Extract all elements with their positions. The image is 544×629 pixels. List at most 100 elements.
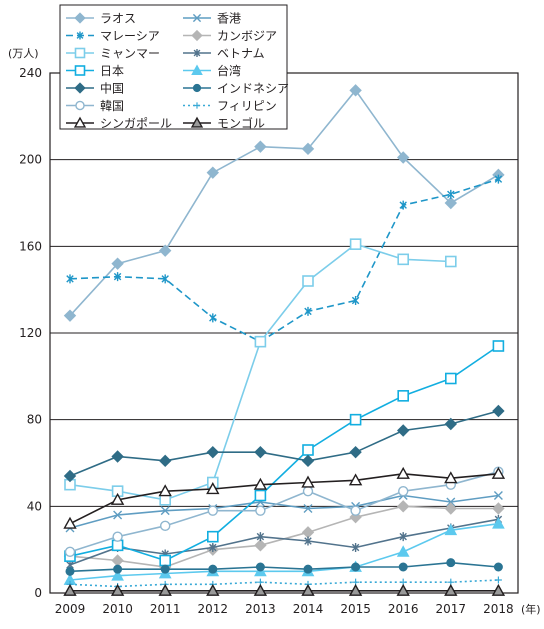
data-point (256, 532, 265, 542)
legend-item: インドネシア (183, 82, 289, 96)
data-point (255, 505, 266, 516)
data-point (396, 151, 410, 164)
legend-label: シンガポール (100, 117, 172, 131)
data-point (396, 466, 410, 479)
data-point (254, 489, 267, 502)
data-point (159, 494, 171, 506)
data-point (399, 200, 407, 210)
y-tick-label: 120 (19, 326, 42, 340)
data-point (351, 543, 360, 552)
data-point (111, 554, 124, 567)
legend-label: 韓国 (100, 99, 124, 113)
data-point (158, 583, 172, 596)
series-10 (65, 558, 503, 576)
data-point (301, 475, 315, 488)
data-point (207, 530, 219, 543)
data-point (447, 189, 455, 199)
x-tick-label: 2016 (388, 602, 419, 616)
series-12 (66, 576, 502, 590)
data-point (161, 274, 169, 284)
data-point (444, 523, 458, 536)
data-point (349, 238, 362, 250)
data-point (493, 562, 503, 572)
legend-marker (74, 82, 86, 94)
data-point (206, 482, 220, 495)
legend-marker (75, 100, 85, 111)
legend-item: 台湾 (183, 63, 241, 78)
data-point (65, 566, 75, 576)
data-point (494, 576, 502, 584)
data-point (303, 564, 313, 574)
data-point (159, 520, 171, 532)
legend-item: カンボジア (183, 29, 277, 43)
data-point (349, 413, 362, 426)
data-point (493, 491, 503, 500)
data-point (206, 166, 220, 179)
legend-marker (192, 13, 202, 23)
data-point (301, 583, 315, 596)
legend-item: ミャンマー (66, 47, 160, 61)
data-point (492, 340, 505, 352)
x-axis-label: (年) (521, 602, 541, 616)
series-5 (64, 238, 457, 506)
legend-label: フィリピン (217, 99, 277, 113)
series-line (69, 473, 499, 525)
data-point (399, 532, 407, 542)
data-point (301, 526, 315, 539)
x-tick-label: 2017 (436, 602, 467, 616)
data-point (66, 274, 74, 284)
legend-label: ラオス (100, 12, 136, 26)
legend-marker (76, 31, 84, 40)
data-point (110, 583, 125, 596)
x-tick-label: 2011 (150, 602, 181, 616)
legend-item: モンゴル (183, 116, 265, 131)
data-point (444, 372, 457, 385)
data-point (160, 506, 170, 516)
legend-marker (191, 64, 203, 75)
data-point (253, 477, 268, 490)
data-point (302, 444, 314, 456)
data-point (112, 531, 123, 542)
data-point (111, 569, 124, 581)
data-point (208, 564, 218, 574)
legend-label: 香港 (217, 12, 241, 26)
legend-item: シンガポール (66, 117, 172, 131)
y-tick-label: 200 (19, 153, 42, 167)
data-point (301, 142, 315, 156)
data-point (446, 558, 456, 568)
data-point (444, 255, 457, 268)
data-point (304, 536, 312, 546)
series-line (69, 470, 499, 553)
legend-item: フィリピン (183, 99, 277, 113)
data-point (304, 306, 312, 316)
data-point (303, 504, 313, 513)
legend-item: マレーシア (66, 29, 160, 43)
data-point (254, 539, 267, 552)
series-1 (63, 84, 505, 322)
legend-label: 台湾 (217, 63, 241, 78)
data-point (396, 424, 410, 437)
legend-marker (192, 83, 202, 93)
data-point (397, 390, 410, 402)
data-point (398, 485, 409, 497)
series-line (69, 89, 499, 317)
legend-box (59, 4, 288, 130)
data-point (301, 454, 315, 468)
x-tick-label: 2010 (102, 602, 133, 616)
legend-marker (190, 116, 204, 128)
data-point (444, 417, 458, 431)
legend-label: モンゴル (217, 116, 265, 131)
data-point (254, 445, 267, 459)
series-6 (66, 514, 503, 570)
data-point (348, 473, 363, 486)
series-7 (64, 340, 505, 567)
data-point (492, 517, 505, 529)
legend-item: ベトナム (183, 47, 265, 61)
x-tick-label: 2015 (340, 602, 371, 616)
legend-item: 香港 (183, 12, 241, 26)
legend-item: ラオス (66, 12, 136, 26)
x-tick-label: 2012 (198, 602, 229, 616)
series-11 (64, 466, 504, 558)
